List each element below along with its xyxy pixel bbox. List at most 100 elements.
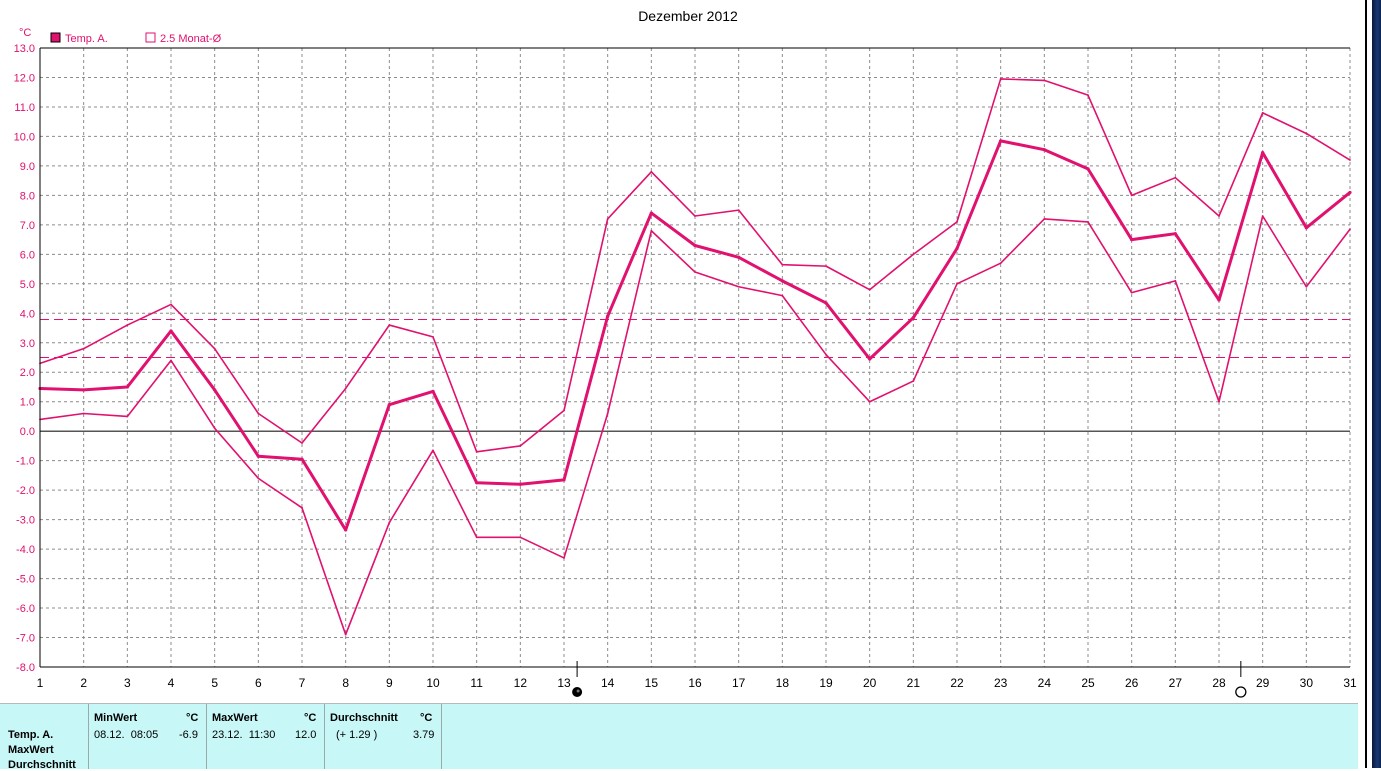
data-point-mean (213, 388, 217, 392)
avg-header: Durchschnitt (330, 712, 398, 724)
x-tick-label: 12 (514, 676, 528, 690)
data-point-mean (387, 403, 391, 407)
data-point-max (737, 209, 740, 212)
data-point-mean (1304, 226, 1308, 230)
data-point-max (344, 387, 347, 390)
min-datetime: 08.12. 08:05 (94, 729, 159, 741)
y-tick-label: -4.0 (16, 544, 35, 556)
data-point-mean (737, 255, 741, 259)
y-tick-label: 4.0 (20, 308, 35, 320)
legend-label-temp: Temp. A. (65, 33, 108, 45)
min-value: -6.9 (179, 729, 198, 741)
x-tick-label: 4 (168, 676, 175, 690)
x-tick-label: 18 (776, 676, 790, 690)
x-tick-label: 13 (557, 676, 571, 690)
data-point-mean (82, 388, 86, 392)
data-point-min (344, 633, 347, 636)
data-point-max (999, 78, 1002, 80)
data-point-min (563, 557, 565, 559)
data-point-mean (344, 528, 348, 532)
data-point-min (1174, 279, 1177, 282)
data-point-max (432, 335, 434, 338)
x-tick-label: 1 (37, 676, 44, 690)
data-point-max (606, 218, 609, 220)
y-tick-label: 11.0 (14, 102, 35, 114)
y-tick-labels: 13.0 12.0 11.0 10.0 9.0 8.0 7.0 6.0 5.0 4.0 3.0 2.0… (14, 43, 35, 674)
data-point-mean (300, 457, 304, 461)
y-tick-label: 6.0 (20, 249, 35, 261)
data-point-mean (824, 301, 828, 305)
data-point-min (650, 229, 653, 232)
data-point-min (1087, 221, 1089, 223)
data-point-mean (169, 329, 173, 333)
data-point-max (301, 442, 303, 444)
data-point-max (170, 303, 172, 306)
grid (39, 47, 1351, 668)
data-point-mean (1130, 237, 1134, 242)
full-moon-icon (1235, 686, 1247, 698)
stats-row-labels: Temp. A. MaxWert Durchschnitt (0, 704, 89, 771)
x-tick-label: 24 (1038, 676, 1052, 690)
x-tick-label: 20 (863, 676, 877, 690)
data-point-max (213, 347, 216, 350)
x-tick-label: 11 (470, 676, 483, 690)
data-point-min (912, 380, 915, 382)
stats-col-avg: Durchschnitt °C (+ 1.29 ) 3.79 (324, 704, 442, 769)
data-point-max (1087, 94, 1089, 97)
data-point-max (868, 288, 871, 291)
x-tick-label: 29 (1256, 676, 1270, 690)
y-tick-label: -1.0 (16, 456, 35, 468)
data-point-min (956, 282, 958, 285)
data-point-max (519, 445, 522, 447)
data-point-min (825, 353, 827, 356)
x-tick-label: 26 (1125, 676, 1139, 690)
data-point-max (1218, 215, 1220, 217)
data-point-mean (1348, 190, 1352, 195)
x-tick-label: 23 (994, 676, 1008, 690)
data-point-min (432, 449, 434, 452)
data-point-max (694, 215, 696, 217)
y-unit-label: °C (19, 27, 31, 39)
series-group (38, 78, 1352, 636)
desktop-edge (1372, 0, 1381, 768)
chart-title: Dezember 2012 (638, 8, 738, 24)
x-tick-label: 7 (299, 676, 306, 690)
x-tick-label: 19 (819, 676, 833, 690)
x-tick-label: 6 (255, 676, 262, 690)
x-tick-label: 28 (1212, 676, 1226, 690)
data-point-max (1261, 111, 1264, 114)
data-point-max (781, 263, 784, 266)
data-point-max (825, 265, 827, 268)
data-point-max (1305, 132, 1308, 135)
data-point-max (1349, 159, 1351, 161)
stats-col-min: MinWert °C 08.12. 08:05 -6.9 (88, 704, 207, 769)
data-point-max (650, 170, 653, 173)
data-point-min (606, 412, 609, 415)
row-label-temp: Temp. A. (8, 729, 54, 741)
max-datetime: 23.12. 11:30 (212, 729, 276, 741)
data-point-mean (693, 243, 697, 248)
data-point-mean (1042, 148, 1046, 152)
data-point-min (126, 415, 129, 418)
x-tick-label: 16 (688, 676, 702, 690)
data-point-max (563, 409, 565, 412)
data-point-max (1174, 176, 1177, 179)
max-unit: °C (304, 712, 317, 724)
x-tick-label: 15 (645, 676, 659, 690)
y-tick-label: 13.0 (14, 43, 35, 55)
x-tick-label: 9 (386, 676, 393, 690)
y-tick-label: -8.0 (16, 662, 35, 674)
data-point-min (1305, 285, 1308, 288)
legend-swatch-temp (50, 32, 61, 43)
data-point-max (956, 221, 958, 223)
x-tick-label: 5 (211, 676, 218, 690)
x-tick-label: 2 (80, 676, 87, 690)
data-point-mean (1173, 232, 1177, 236)
y-tick-label: 8.0 (20, 190, 35, 202)
stats-panel: Temp. A. MaxWert Durchschnitt MinWert °C… (0, 703, 1358, 771)
data-point-min (1218, 400, 1220, 403)
y-tick-label: 5.0 (20, 279, 35, 291)
data-point-mean (1261, 151, 1265, 155)
data-point-mean (431, 389, 435, 393)
x-tick-label: 3 (124, 676, 131, 690)
